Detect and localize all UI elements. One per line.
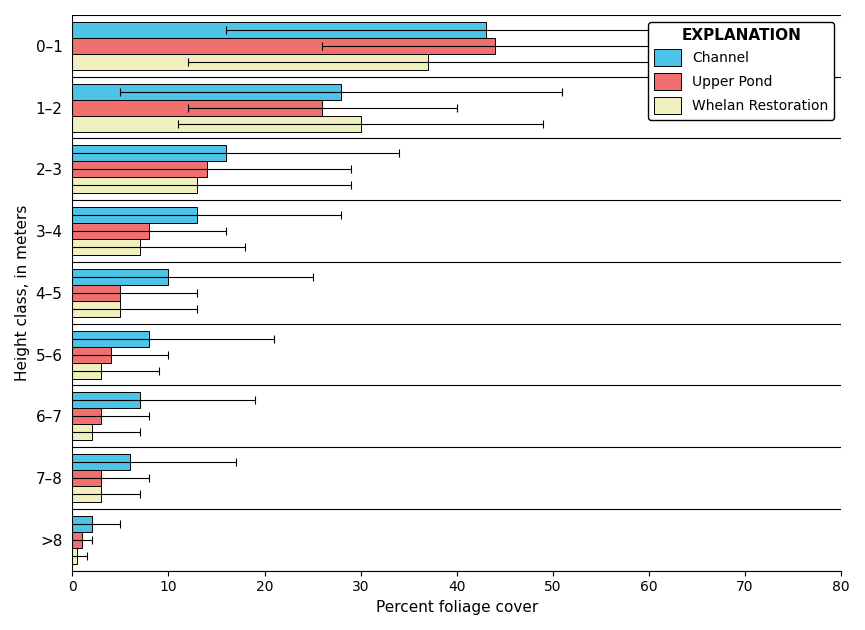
Bar — [73, 548, 77, 564]
Bar — [73, 239, 139, 255]
Bar — [73, 207, 197, 223]
Y-axis label: Height class, in meters: Height class, in meters — [15, 205, 30, 381]
Bar — [73, 331, 149, 346]
Bar — [73, 301, 120, 317]
Bar — [73, 223, 149, 239]
Bar — [73, 146, 226, 161]
Bar — [73, 38, 495, 54]
X-axis label: Percent foliage cover: Percent foliage cover — [375, 600, 538, 615]
Bar — [73, 22, 485, 38]
Bar — [73, 269, 169, 285]
Bar — [73, 54, 428, 70]
Bar — [73, 178, 197, 193]
Bar — [73, 346, 111, 363]
Bar — [73, 425, 92, 440]
Bar — [73, 363, 101, 379]
Bar — [73, 486, 101, 502]
Bar — [73, 516, 92, 532]
Bar — [73, 470, 101, 486]
Bar — [73, 161, 207, 178]
Bar — [73, 532, 82, 548]
Bar — [73, 454, 130, 470]
Bar — [73, 285, 120, 301]
Bar — [73, 84, 342, 100]
Bar — [73, 116, 361, 132]
Legend: Channel, Upper Pond, Whelan Restoration: Channel, Upper Pond, Whelan Restoration — [648, 22, 834, 120]
Bar — [73, 100, 322, 116]
Bar — [73, 408, 101, 425]
Bar — [73, 392, 139, 408]
